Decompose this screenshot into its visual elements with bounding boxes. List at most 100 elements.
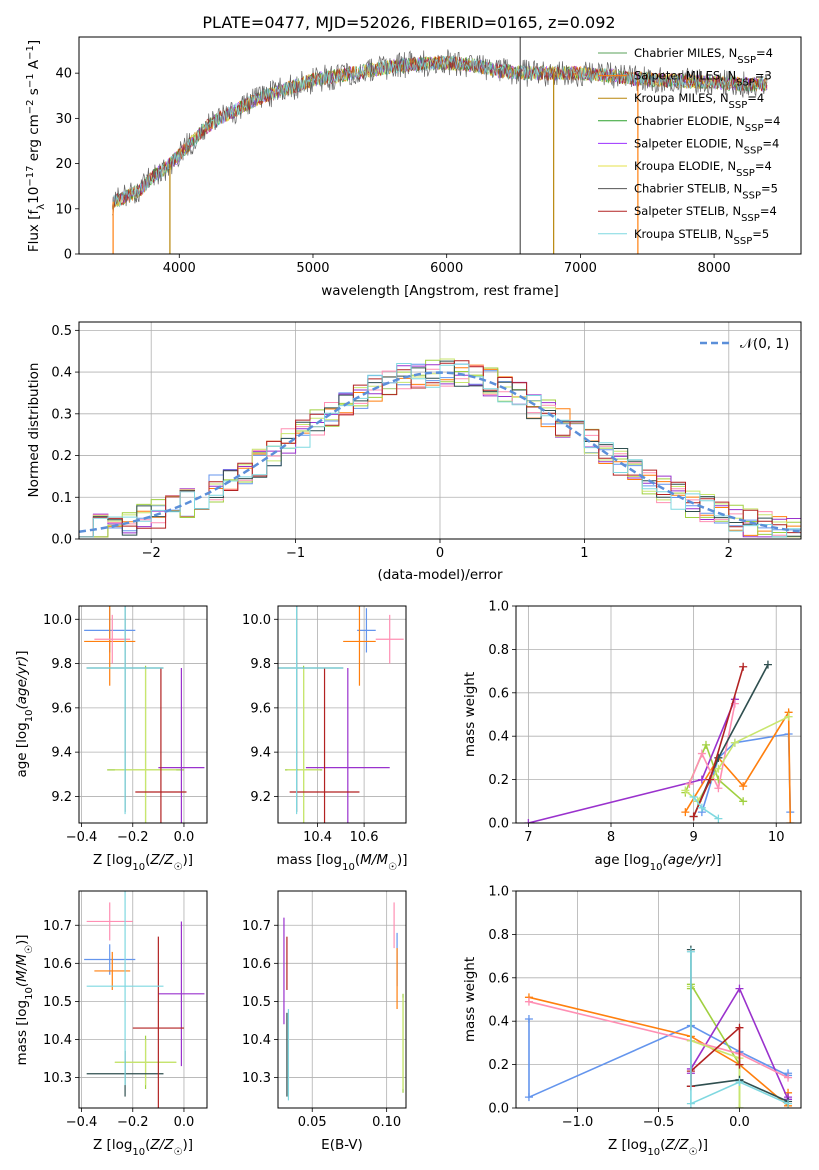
x-tick-label: 8000 xyxy=(698,261,731,276)
y-tick-label: 10.5 xyxy=(43,995,72,1010)
x-tick-label: 1 xyxy=(580,546,588,561)
y-tick-label: 9.2 xyxy=(250,790,271,805)
weight-series xyxy=(690,981,741,1108)
weight-series xyxy=(688,703,736,791)
y-tick-label: 0.8 xyxy=(488,928,509,943)
x-tick-label: −1.0 xyxy=(562,1115,594,1130)
chart-weight_vs_Z: −1.0 −0.5 0.0 0.0 0.2 0.4 0.6 0.8 1.0 xyxy=(488,885,802,1130)
y-tick-label: 0.0 xyxy=(51,533,72,548)
x-tick-label: 0.05 xyxy=(298,1115,327,1130)
axes-frame xyxy=(515,605,802,824)
y-tick-label: 40 xyxy=(55,67,72,82)
weight-marker xyxy=(697,803,706,812)
weight-marker xyxy=(697,749,706,758)
y-tick-label: 9.4 xyxy=(250,746,271,761)
histogram-series xyxy=(79,363,801,538)
y-tick-label: 9.8 xyxy=(250,657,271,672)
weight-series xyxy=(690,951,789,1105)
legend-entry: Chabrier ELODIE, NSSP=4 xyxy=(634,114,780,134)
y-axis-label: Flux [fλ10−17 erg cm−2 s−1 A−1] xyxy=(25,40,47,252)
chart-age_vs_mass: 10.4 10.6 9.2 9.4 9.6 9.8 10.0 xyxy=(242,605,407,845)
chart-residual_hist: −2 −1 0 1 2 0.0 0.1 0.2 0.3 0.4 0.5 xyxy=(51,321,802,561)
x-tick-label: 9 xyxy=(689,830,697,845)
chart-mass_vs_Z: −0.4 −0.2 0.0 10.3 10.4 10.5 10.6 10.7 xyxy=(43,890,208,1130)
x-tick-label: 5000 xyxy=(296,261,329,276)
y-tick-label: 0.0 xyxy=(488,1102,509,1117)
axes-frame xyxy=(277,605,407,824)
weight-marker xyxy=(681,786,690,795)
y-tick-label: 0.0 xyxy=(488,817,509,832)
y-tick-label: 0.4 xyxy=(488,1015,509,1030)
x-tick-label: −0.2 xyxy=(117,1115,149,1130)
x-tick-label: 7 xyxy=(524,830,532,845)
y-axis-label: mass [log10(M/M☉)] xyxy=(14,934,35,1065)
x-tick-label: −0.5 xyxy=(643,1115,675,1130)
plot-area xyxy=(524,660,795,823)
weight-marker xyxy=(697,775,706,784)
x-axis-label: Z [log10(Z/Z☉)] xyxy=(93,852,193,873)
weight-series xyxy=(692,664,769,817)
weight-marker xyxy=(763,660,772,669)
x-axis-label: mass [log10(M/M☉)] xyxy=(276,852,407,873)
y-tick-label: 0.1 xyxy=(51,491,72,506)
x-axis-label: E(B-V) xyxy=(321,1137,363,1153)
weight-marker xyxy=(784,1099,793,1108)
axes-frame xyxy=(78,890,208,1109)
y-tick-label: 10.3 xyxy=(43,1071,72,1086)
plot-area xyxy=(524,945,793,1108)
gaussian-curve xyxy=(79,371,801,533)
y-tick-label: 10.4 xyxy=(43,1033,72,1048)
legend-entry: Chabrier MILES, NSSP=4 xyxy=(634,46,773,66)
weight-marker xyxy=(714,775,723,784)
y-axis-label: mass weight xyxy=(462,957,478,1042)
chart-weight_vs_age: 7 8 9 10 0.0 0.2 0.4 0.6 0.8 1.0 xyxy=(488,600,802,845)
y-tick-label: 1.0 xyxy=(488,600,509,615)
x-axis-label: Z [log10(Z/Z☉)] xyxy=(608,1137,708,1158)
weight-marker xyxy=(739,662,748,671)
weight-marker xyxy=(524,1015,533,1024)
weight-marker xyxy=(681,808,690,817)
plot-area xyxy=(84,606,205,823)
y-tick-label: 0.2 xyxy=(488,773,509,788)
axes-frame xyxy=(277,890,407,1109)
plot-area xyxy=(283,902,404,1101)
weight-marker xyxy=(524,1093,533,1102)
weight-series xyxy=(684,715,789,803)
y-tick-label: 0.4 xyxy=(51,366,72,381)
y-tick-label: 10.3 xyxy=(242,1071,271,1086)
y-axis-label: Normed distribution xyxy=(26,363,42,498)
y-tick-label: 1.0 xyxy=(488,885,509,900)
plot-area xyxy=(84,891,205,1108)
weight-marker xyxy=(702,740,710,749)
weight-marker xyxy=(689,812,698,821)
y-tick-label: 0.3 xyxy=(51,407,72,422)
spectrum-line xyxy=(112,49,768,216)
weight-marker xyxy=(786,819,795,823)
axes-frame xyxy=(515,890,802,1109)
x-tick-label: 10.6 xyxy=(350,830,379,845)
y-tick-label: 0.6 xyxy=(488,686,509,701)
weight-marker xyxy=(739,782,748,791)
chart-spectrum: 4000 5000 6000 7000 8000 0 10 20 30 40 xyxy=(55,36,802,276)
weight-marker xyxy=(685,779,694,788)
plot-area xyxy=(278,606,404,823)
weight-marker xyxy=(784,712,793,721)
y-tick-label: 0.8 xyxy=(488,643,509,658)
legend-entry: Salpeter MILES, NSSP=3 xyxy=(634,69,772,89)
x-tick-label: 0.10 xyxy=(372,1115,401,1130)
weight-marker xyxy=(686,1099,695,1108)
weight-marker xyxy=(735,1104,744,1108)
y-tick-label: 10.0 xyxy=(43,613,72,628)
x-tick-label: 7000 xyxy=(564,261,597,276)
y-tick-label: 10.6 xyxy=(242,957,271,972)
y-axis-label: mass weight xyxy=(462,672,478,757)
weight-marker xyxy=(706,775,715,784)
chart-title: PLATE=0477, MJD=52026, FIBERID=0165, z=0… xyxy=(202,13,615,32)
y-tick-label: 10.7 xyxy=(43,919,72,934)
y-tick-label: 10.0 xyxy=(242,613,271,628)
y-tick-label: 9.2 xyxy=(51,790,72,805)
x-axis-label: Z [log10(Z/Z☉)] xyxy=(93,1137,193,1158)
y-tick-label: 9.6 xyxy=(51,701,72,716)
chart-age_vs_Z: −0.4 −0.2 0.0 9.2 9.4 9.6 9.8 10.0 xyxy=(43,605,208,845)
